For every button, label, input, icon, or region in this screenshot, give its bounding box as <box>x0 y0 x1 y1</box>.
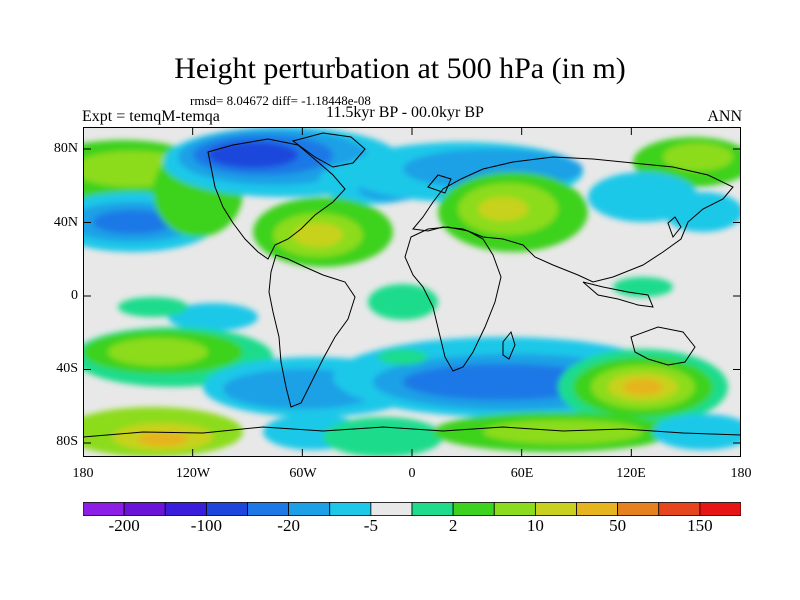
legend-swatch <box>658 502 701 516</box>
axis-ticks <box>83 127 741 457</box>
legend-swatch <box>247 502 290 516</box>
legend-label: -5 <box>363 516 378 535</box>
season-label: ANN <box>707 108 742 125</box>
lat-label: 80N <box>53 141 78 156</box>
legend-label: 150 <box>687 516 713 535</box>
legend-swatch <box>699 502 742 516</box>
lon-label: 60W <box>289 466 317 481</box>
legend-swatch <box>82 502 125 516</box>
lon-label: 60E <box>510 466 534 481</box>
lat-label: 0 <box>71 288 78 303</box>
stats-text: rmsd= 8.04672 diff= -1.18448e-08 <box>190 93 371 108</box>
lon-label: 180 <box>730 466 752 481</box>
lat-label: 80S <box>56 434 78 449</box>
legend-swatch <box>617 502 660 516</box>
legend-label: -200 <box>108 516 140 535</box>
map-panel <box>83 127 741 457</box>
map-canvas <box>83 127 741 457</box>
lon-label: 120W <box>175 466 211 481</box>
legend-swatch <box>205 502 248 516</box>
lon-label: 180 <box>72 466 94 481</box>
legend-swatch <box>452 502 495 516</box>
legend-swatch <box>534 502 577 516</box>
lon-label: 0 <box>408 466 416 481</box>
period-text: 11.5kyr BP - 00.0kyr BP <box>326 104 484 121</box>
legend-swatch <box>164 502 207 516</box>
legend-swatch <box>411 502 454 516</box>
lat-label: 40N <box>53 215 78 230</box>
legend-swatch <box>288 502 331 516</box>
coastlines <box>83 132 741 438</box>
lon-label: 120E <box>616 466 646 481</box>
plot-title: Height perturbation at 500 hPa (in m) <box>174 52 626 85</box>
legend-label: -100 <box>190 516 222 535</box>
legend-swatch <box>370 502 413 516</box>
legend-label: 10 <box>526 516 544 535</box>
color-legend-bar <box>82 502 742 516</box>
experiment-label: Expt = temqM-temqa <box>82 108 220 125</box>
legend-swatch <box>123 502 166 516</box>
legend-label: -20 <box>277 516 300 535</box>
legend-swatch <box>493 502 536 516</box>
legend-swatches <box>82 502 742 516</box>
legend-label: 2 <box>448 516 458 535</box>
legend-label: 50 <box>609 516 627 535</box>
legend-swatch <box>329 502 372 516</box>
lat-label: 40S <box>56 361 78 376</box>
legend-swatch <box>576 502 619 516</box>
contour-fill <box>83 127 741 457</box>
